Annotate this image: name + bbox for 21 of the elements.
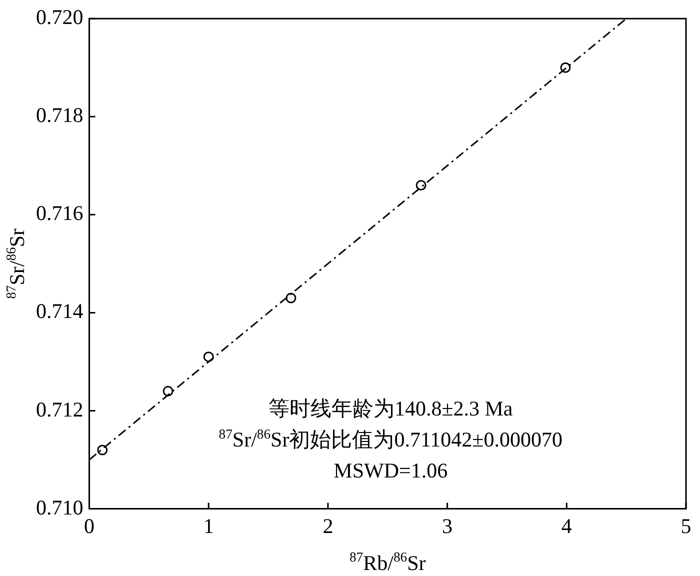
point xyxy=(97,444,108,456)
y-tick-label: 0.718 xyxy=(36,103,84,128)
x-tick-label: 1 xyxy=(203,514,214,538)
x-tick-label: 3 xyxy=(442,514,453,538)
point xyxy=(560,62,571,73)
x-tick-label: 5 xyxy=(680,514,692,538)
point xyxy=(416,180,426,191)
y-tick-label: 0.720 xyxy=(36,5,84,30)
y-axis-title: 87Sr/86Sr xyxy=(4,228,29,299)
annotation: 等时线年龄为140.8±2.3 Ma xyxy=(268,396,514,421)
y-tick-label: 0.712 xyxy=(36,397,84,422)
y-tick-label: 0.710 xyxy=(36,495,84,520)
point xyxy=(203,352,214,362)
point xyxy=(162,386,174,396)
y-tick-label: 0.716 xyxy=(36,201,84,226)
point xyxy=(286,292,296,304)
x-tick-label: 0 xyxy=(84,514,94,538)
annotation: MSWD=1.06 xyxy=(334,458,448,483)
x-tick-label: 4 xyxy=(561,514,572,538)
x-tick-label: 2 xyxy=(322,514,334,538)
y-tick-label: 0.714 xyxy=(36,299,84,324)
